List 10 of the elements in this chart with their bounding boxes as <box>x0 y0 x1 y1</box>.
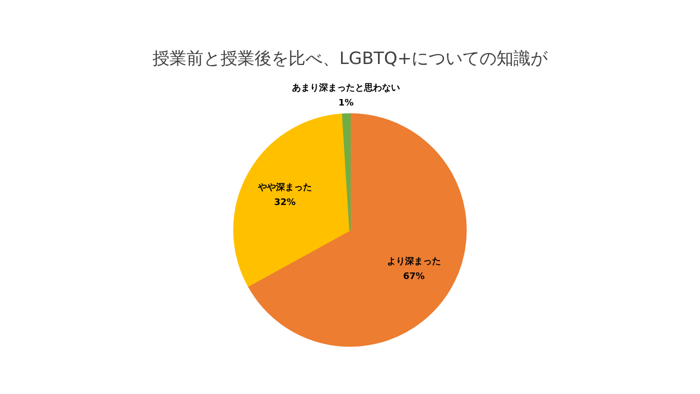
pie-slice <box>342 113 351 231</box>
data-label: 32% <box>274 198 296 208</box>
slice-label: より深まった <box>386 256 441 267</box>
slice-label: あまり深まったと思わない <box>292 82 400 94</box>
slice-label: やや深まった <box>256 182 312 194</box>
data-label: 67% <box>403 272 425 282</box>
pie-slice <box>233 113 351 287</box>
pie-slice <box>248 113 467 347</box>
data-label: 1% <box>338 98 354 108</box>
chart-title: 授業前と授業後を比べ、LGBTQ+についての知識が <box>152 49 549 69</box>
